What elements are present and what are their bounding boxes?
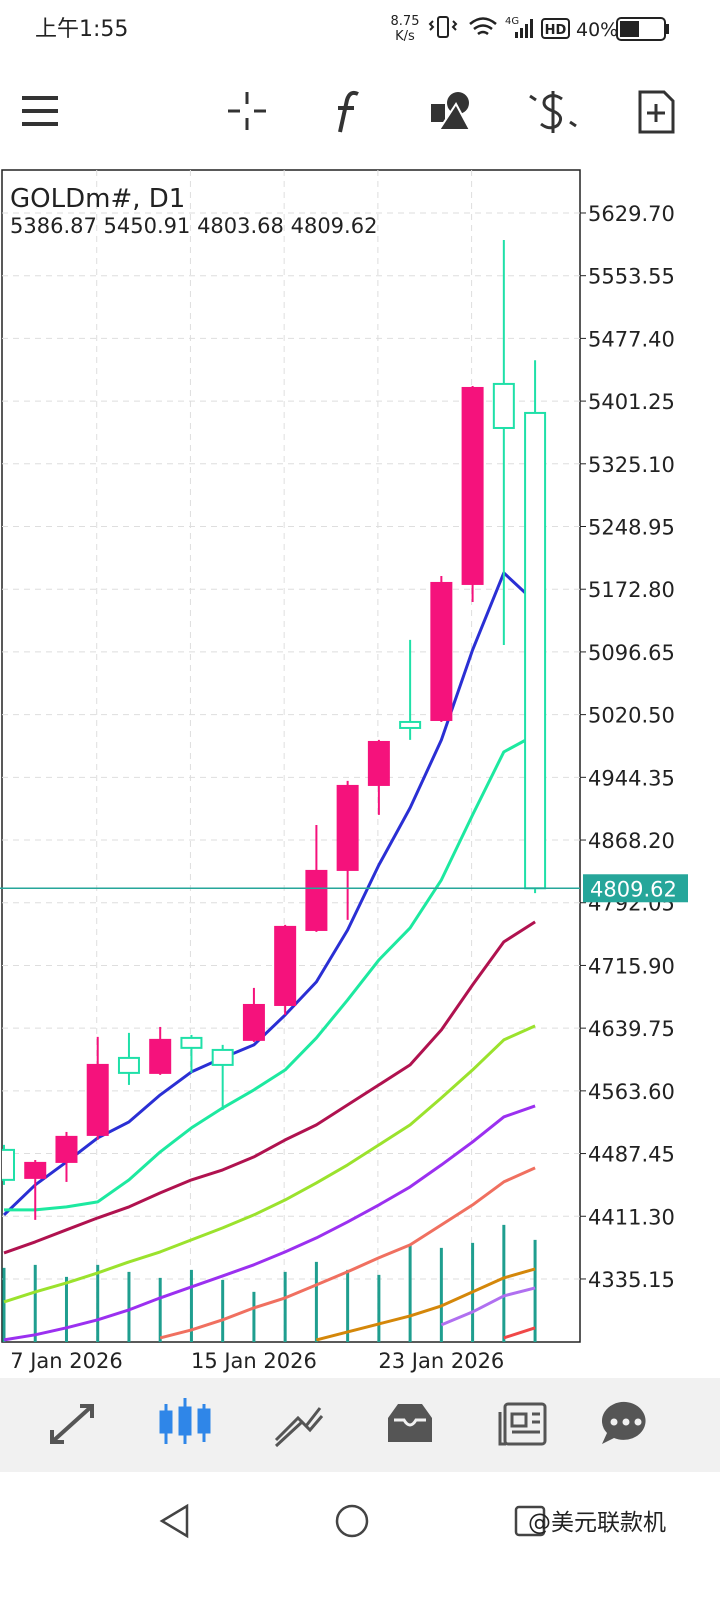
clock: 上午1:55 [35,17,128,42]
price-label-box [583,874,688,903]
new-order-button[interactable] [638,90,675,134]
recents-button[interactable] [514,1505,546,1537]
nav-trade[interactable] [274,1407,324,1448]
y-tick-label: 5325.10 [588,453,675,477]
indicator-line [3,1024,536,1304]
candle-body [180,1036,203,1049]
ohlc-close: 4809.62 [291,214,378,238]
indicator-line [4,733,536,1212]
nav-news[interactable] [498,1402,547,1446]
ohlc-readout: 5386.87 5450.91 4803.68 4809.62 [10,214,377,238]
nav-chat[interactable] [601,1401,646,1444]
indicators-button[interactable] [338,90,359,133]
nav-chart[interactable] [159,1398,211,1444]
candle-body [211,1048,234,1066]
y-tick-label: 5248.95 [588,516,675,540]
indicator-line [316,1267,536,1342]
y-tick-label: 4639.75 [588,1017,675,1041]
y-tick-label: 4715.90 [588,954,675,978]
candle-body [2,1148,15,1181]
watermark: @美元联款机 [528,1510,666,1536]
y-tick-label: 5096.65 [588,641,675,665]
y-tick-label: 4944.35 [588,766,675,790]
home-button[interactable] [335,1504,369,1538]
candle-body [399,720,422,729]
candle-body [117,1056,140,1074]
candle-body [305,869,328,931]
y-tick-label: 5020.50 [588,704,675,728]
ohlc-high: 5450.91 [104,214,191,238]
back-button[interactable] [159,1503,189,1539]
indicator-line [3,1104,536,1342]
wifi-icon [469,17,497,36]
candle-body [86,1063,109,1136]
candle-body [430,581,453,721]
y-tick-label: 4411.30 [588,1205,675,1229]
bottom-nav [0,1378,720,1472]
system-nav [159,1503,546,1539]
indicator-line [3,920,536,1255]
objects-button[interactable] [431,92,472,131]
crosshair-button[interactable] [228,92,266,130]
menu-button[interactable] [22,96,58,126]
candle-body [461,386,484,585]
x-tick-label: 7 Jan 2026 [10,1349,123,1373]
candle-body [274,925,297,1006]
ohlc-low: 4803.68 [197,214,284,238]
candle-body [149,1038,172,1074]
hd-badge [541,18,570,39]
net-speed-unit: K/s [395,29,415,44]
hd-label: HD [545,23,567,38]
price-axis: 5629.70 5553.55 5477.40 5401.25 5325.10 5248.… [580,202,675,1292]
signal-icon [515,19,533,38]
x-tick-label: 23 Jan 2026 [378,1349,504,1373]
y-tick-label: 5477.40 [588,327,675,351]
y-tick-label: 5172.80 [588,578,675,602]
candle-body [492,382,515,429]
price-label: 4809.62 [590,877,677,901]
status-bar: 上午1:55 8.75 K/s 4G HD 40% [35,14,669,44]
net-speed: 8.75 [391,14,420,29]
battery-percent: 40% [576,19,618,41]
x-tick-label: 15 Jan 2026 [191,1349,317,1373]
toolbar [22,90,675,134]
y-tick-label: 4335.15 [588,1268,675,1292]
chart-title: GOLDm#, D1 [10,184,185,214]
network-type: 4G [505,16,519,27]
y-tick-label: 4487.45 [588,1143,675,1167]
plot-area [2,239,547,1342]
candle-body [524,411,547,890]
y-tick-label: 5401.25 [588,390,675,414]
candle-body [367,740,390,786]
candle-body [55,1135,78,1163]
candle-body [24,1161,47,1179]
y-tick-label: 5553.55 [588,265,675,289]
nav-quotes[interactable] [50,1404,94,1444]
battery-icon [616,17,669,41]
y-tick-label: 4563.60 [588,1080,675,1104]
indicator-line [503,1326,536,1340]
indicator-line [159,1166,536,1340]
vibrate-icon [428,16,458,38]
trade-button[interactable] [529,91,577,133]
ohlc-open: 5386.87 [10,214,97,238]
candle-body [242,1003,265,1041]
indicator-line [440,1286,536,1327]
chart-frame [1,169,581,1343]
indicator-line [2,571,537,1216]
y-tick-label: 4868.20 [588,829,675,853]
nav-history[interactable] [388,1404,432,1442]
candle-body [336,784,359,871]
y-tick-label: 5629.70 [588,202,675,226]
